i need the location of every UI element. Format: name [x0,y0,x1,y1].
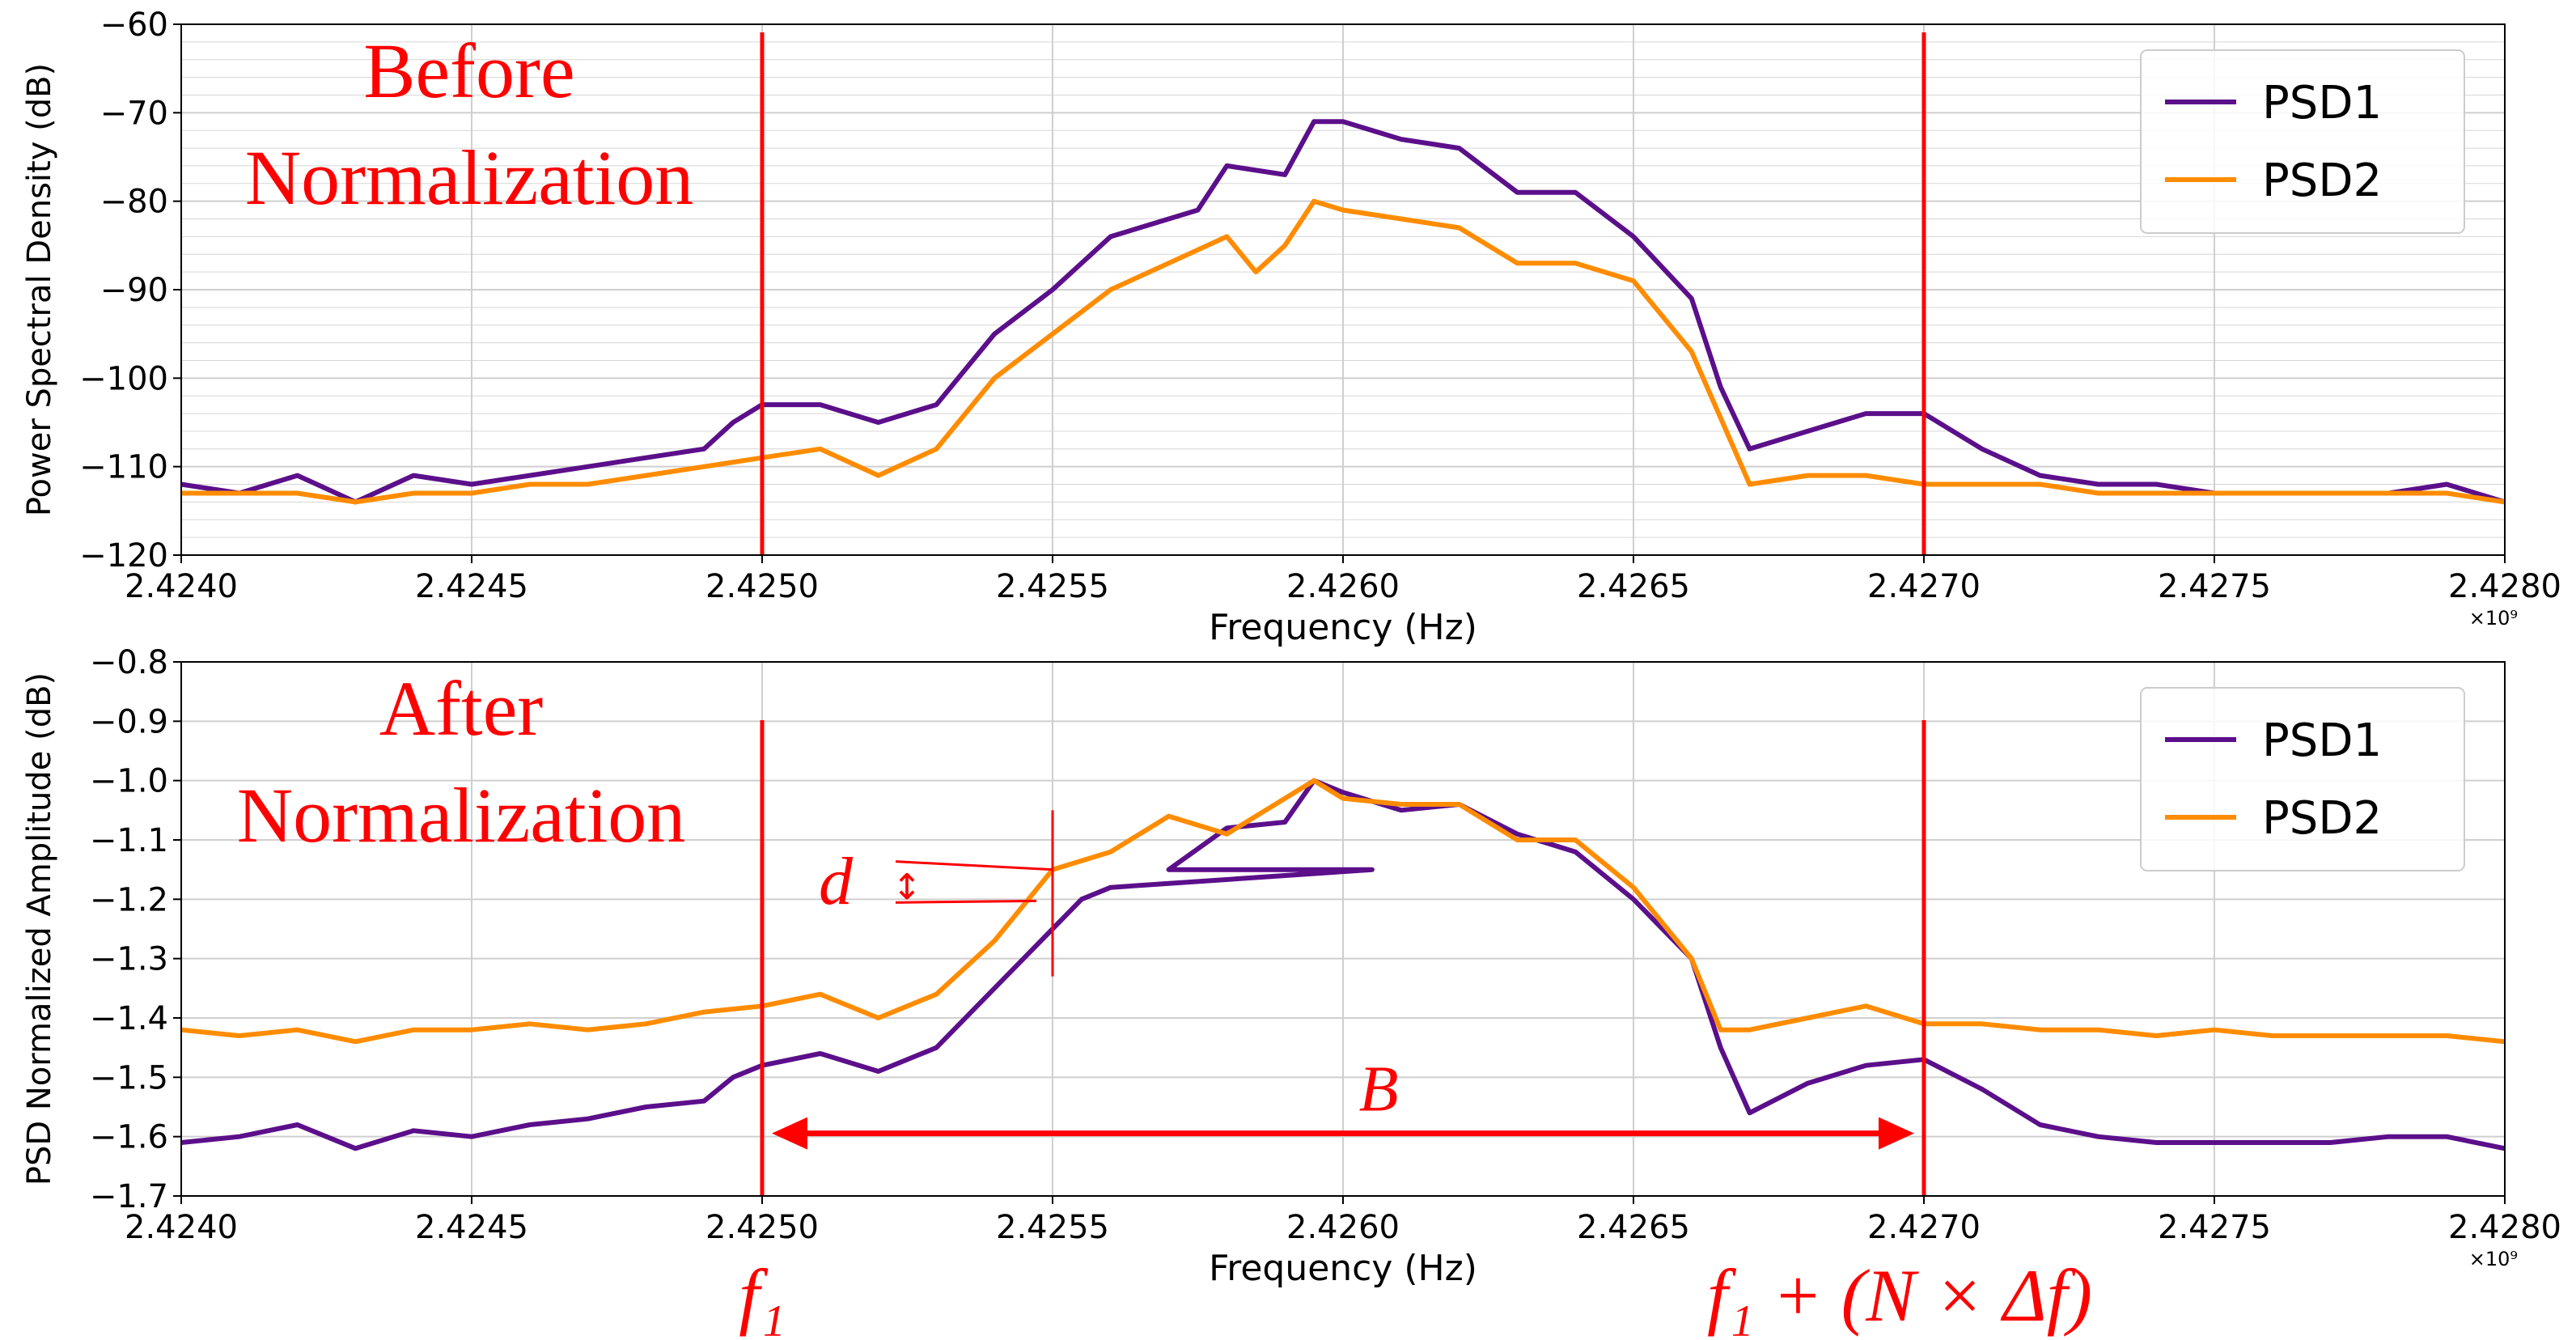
series-line-psd1 [180,119,2506,505]
y-tick-label: −100 [79,360,168,397]
x-tick-label: 2.4270 [1867,568,1981,605]
x-axis-label: Frequency (Hz) [1209,607,1477,648]
x-tick-label: 2.4280 [2448,1209,2561,1246]
y-axis-label: PSD Normalized Amplitude (dB) [21,672,58,1185]
x-offset-text: ×10⁹ [2469,1248,2518,1270]
x-tick-label: 2.4260 [1286,1209,1400,1246]
grid [180,23,2506,556]
y-tick-label: −80 [100,184,168,221]
series-lines [180,778,2506,1151]
x-tick-label: 2.4250 [705,1209,819,1246]
x-tick-label: 2.4275 [2158,1209,2271,1246]
annotation-title-line-1: Before [363,28,574,114]
panel-after-normalization: 2.4240 2.4245 2.4250 2.4255 2.4260 2.4265 2.42… [21,644,2561,1289]
y-tick-label: −1.2 [90,881,168,918]
panel-before-normalization: 2.4240 2.4245 2.4250 2.4255 2.4260 2.4265 2.42… [21,6,2561,648]
bandwidth-arrowhead-right [1879,1117,1914,1150]
distance-upper-line [895,860,1053,871]
distance-label: d [819,844,854,919]
x-tick-label: 2.4280 [2448,568,2561,605]
y-tick-label: −1.6 [90,1119,168,1156]
distance-annotation: ↕ d [819,810,1054,977]
legend-label-psd1: PSD1 [2262,715,2382,767]
y-tick-label: −1.0 [90,763,168,800]
f2-label: f₁ + (N × Δf) [1707,1254,2092,1337]
legend: PSD1 PSD2 [2140,687,2465,871]
tick-labels: 2.4240 2.4245 2.4250 2.4255 2.4260 2.4265 2.42… [79,6,2561,605]
annotation-title-line-2: Normalization [237,772,685,859]
y-tick-label: −1.5 [90,1059,168,1096]
series-line-psd2 [180,778,2506,1045]
y-tick-label: −60 [100,6,168,44]
x-tick-label: 2.4265 [1577,568,1690,605]
distance-lower-line [895,899,1037,904]
series-line-psd1 [180,778,2506,1151]
legend: PSD1 PSD2 [2140,49,2465,234]
f1-label: f₁ [739,1254,786,1337]
series-lines [180,119,2506,505]
y-tick-label: −90 [100,272,168,309]
x-offset-text: ×10⁹ [2469,607,2518,630]
y-tick-label: −0.9 [90,703,168,740]
annotation-title: After Normalization [237,665,685,859]
x-tick-label: 2.4240 [125,568,238,605]
legend-label-psd2: PSD2 [2262,155,2382,207]
y-tick-label: −1.4 [90,1000,168,1037]
x-tick-label: 2.4275 [2158,568,2271,605]
distance-arrow-icon: ↕ [892,867,922,908]
x-tick-label: 2.4245 [415,1209,528,1246]
tick-labels: 2.4240 2.4245 2.4250 2.4255 2.4260 2.4265 2.42… [90,644,2561,1246]
x-tick-label: 2.4240 [125,1209,238,1246]
bandwidth-arrowhead-left [772,1117,807,1150]
y-tick-label: −1.7 [90,1178,168,1215]
bandwidth-annotation: B [772,1054,1914,1150]
series-line-psd2 [181,198,2506,505]
annotation-title-line-2: Normalization [245,134,693,221]
x-tick-label: 2.4265 [1577,1209,1690,1246]
y-tick-label: −1.3 [90,941,168,978]
y-tick-label: −0.8 [90,644,168,681]
x-axis-label: Frequency (Hz) [1209,1248,1477,1289]
x-tick-label: 2.4260 [1286,568,1400,605]
bandwidth-label: B [1359,1054,1399,1126]
x-tick-label: 2.4255 [996,568,1109,605]
y-axis-label: Power Spectral Density (dB) [21,63,58,516]
legend-label-psd1: PSD1 [2262,77,2382,129]
legend-box [2140,49,2465,234]
annotation-title-line-1: After [379,665,544,752]
x-tick-label: 2.4245 [415,568,528,605]
x-tick-label: 2.4255 [996,1209,1109,1246]
reference-lines [760,720,1926,1196]
annotation-title: Before Normalization [245,28,693,221]
y-tick-label: −70 [100,95,168,132]
y-tick-label: −120 [79,537,168,575]
legend-box [2140,687,2465,871]
legend-label-psd2: PSD2 [2262,792,2382,845]
y-tick-label: −110 [79,449,168,486]
y-tick-label: −1.1 [90,822,168,859]
x-tick-label: 2.4250 [705,568,819,605]
x-tick-label: 2.4270 [1867,1209,1981,1246]
reference-lines [760,32,1926,555]
